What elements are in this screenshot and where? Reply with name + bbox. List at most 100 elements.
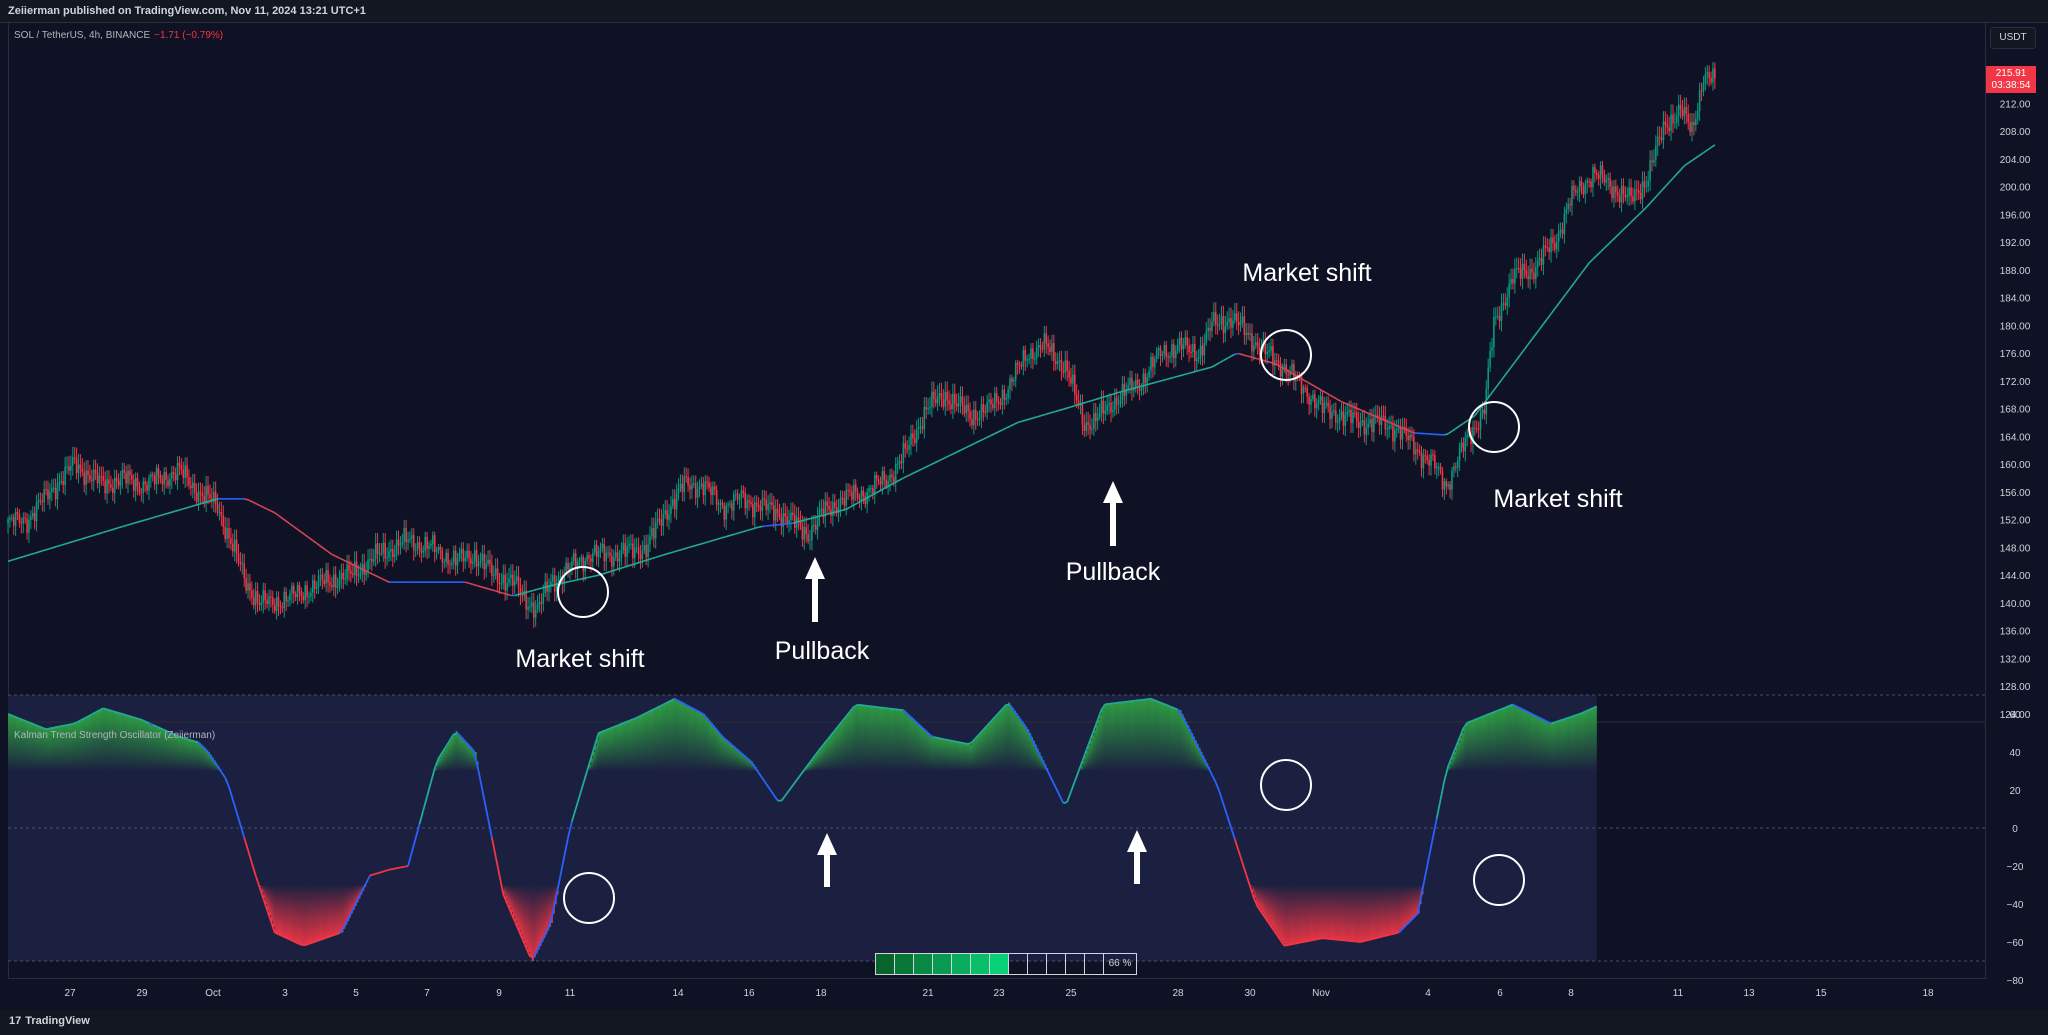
candle-body — [1194, 343, 1196, 362]
oscillator-line-segment — [231, 799, 238, 813]
oscillator-fill-bull — [1170, 706, 1173, 771]
oscillator-line-segment — [445, 739, 451, 747]
tradingview-logo[interactable]: 17 TradingView — [9, 1015, 90, 1027]
candle-body — [813, 524, 815, 526]
candle-body — [978, 418, 981, 420]
oscillator-line-segment — [1058, 795, 1065, 804]
oscillator-fill-bull — [990, 721, 993, 771]
candle-body — [125, 472, 127, 484]
kalman-line-segment — [68, 540, 74, 544]
oscillator-fill-bull — [1467, 722, 1470, 771]
candle-body — [111, 487, 114, 494]
candle-body — [1001, 389, 1004, 405]
oscillator-fill-bull — [1585, 711, 1588, 771]
oscillator-line-segment — [544, 926, 550, 935]
candle-body — [73, 457, 76, 459]
candle-body — [504, 574, 507, 591]
oscillator-line-segment — [1291, 942, 1296, 946]
oscillator-fill-bear — [509, 885, 512, 908]
candle-body — [393, 554, 396, 558]
oscillator-fill-bear — [1263, 885, 1266, 916]
oscillator-fill-bull — [116, 712, 119, 771]
oscillator-title[interactable]: Kalman Trend Strength Oscillator (Zeiier… — [14, 730, 216, 741]
kalman-line-segment — [533, 588, 538, 592]
oscillator-fill-bull — [1168, 705, 1171, 771]
candle-body — [1237, 321, 1240, 325]
oscillator-line-segment — [1154, 699, 1159, 703]
candle-body — [35, 501, 38, 522]
oscillator-fill-bull — [855, 704, 858, 771]
candle-body — [1687, 113, 1690, 123]
oscillator-fill-bull — [928, 733, 931, 771]
oscillator-line-segment — [220, 771, 226, 779]
oscillator-fill-bull — [1152, 699, 1155, 771]
oscillator-fill-bull — [99, 710, 102, 771]
candle-body — [165, 472, 167, 480]
price-axis-tick: 196.00 — [2000, 210, 2031, 221]
oscillator-fill-bull — [629, 720, 632, 771]
oscillator-fill-bull — [1126, 701, 1129, 771]
oscillator-fill-bull — [1549, 722, 1552, 771]
oscillator-line-segment — [129, 715, 134, 719]
kalman-line-segment — [605, 570, 611, 574]
oscillator-line-segment — [49, 726, 54, 730]
kalman-line-segment — [335, 555, 340, 559]
candle-body — [847, 489, 849, 491]
candle-body — [451, 562, 453, 565]
candle-body — [1704, 74, 1707, 84]
symbol-legend[interactable]: SOL / TetherUS, 4h, BINANCE −1.71 (−0.79%… — [14, 30, 223, 41]
oscillator-fill-bull — [108, 710, 111, 771]
candle-body — [317, 575, 320, 588]
candle-body — [683, 476, 686, 492]
time-axis-tick: 3 — [282, 988, 288, 999]
kalman-line-segment — [1630, 217, 1636, 223]
oscillator-fill-bull — [126, 715, 129, 771]
candle-body — [696, 488, 699, 498]
oscillator-line-segment — [266, 909, 272, 922]
oscillator-fill-bull — [49, 728, 52, 771]
candle-body — [62, 480, 65, 485]
oscillator-fill-bull — [1091, 735, 1094, 771]
candle-body — [1253, 345, 1255, 352]
currency-button[interactable]: USDT — [1990, 27, 2036, 49]
oscillator-fill-bull — [632, 719, 635, 771]
oscillator-fill-bull — [811, 759, 814, 771]
candle-body — [889, 474, 891, 481]
time-axis-tick: 11 — [1673, 988, 1684, 999]
footer-bar: 17 TradingView — [0, 1010, 2048, 1035]
oscillator-fill-bull — [1543, 719, 1546, 771]
oscillator-line-segment — [475, 761, 482, 781]
oscillator-fill-bull — [733, 746, 736, 771]
oscillator-fill-bear — [1286, 885, 1289, 946]
kalman-line-segment — [1500, 374, 1506, 381]
oscillator-fill-bull — [1158, 701, 1161, 771]
kalman-line-segment — [244, 498, 249, 501]
oscillator-fill-bear — [1373, 885, 1376, 939]
oscillator-fill-bull — [851, 709, 854, 771]
oscillator-line-segment — [418, 810, 425, 825]
candle-body — [635, 547, 638, 549]
candle-body — [1435, 466, 1438, 469]
candle-body — [1350, 409, 1352, 424]
candle-body — [778, 513, 781, 518]
oscillator-fill-bear — [350, 885, 353, 914]
oscillator-fill-bull — [206, 750, 209, 771]
price-axis-tick: 180.00 — [2000, 321, 2031, 332]
oscillator-fill-bull — [1204, 759, 1207, 771]
oscillator-line-segment — [1214, 782, 1221, 793]
candle-body — [1382, 415, 1385, 417]
candle-body — [1277, 360, 1280, 364]
kalman-line-segment — [1169, 376, 1175, 380]
oscillator-fill-bull — [846, 716, 849, 771]
oscillator-fill-bull — [1455, 747, 1458, 771]
candle-body — [281, 607, 284, 609]
oscillator-line-segment — [1364, 939, 1369, 942]
candle-body — [485, 563, 487, 570]
candle-body — [1643, 181, 1646, 188]
oscillator-fill-bear — [1320, 885, 1323, 939]
candle-body — [759, 507, 762, 511]
candle-body — [172, 472, 175, 475]
oscillator-fill-bull — [46, 729, 49, 771]
candle-body — [622, 543, 625, 551]
